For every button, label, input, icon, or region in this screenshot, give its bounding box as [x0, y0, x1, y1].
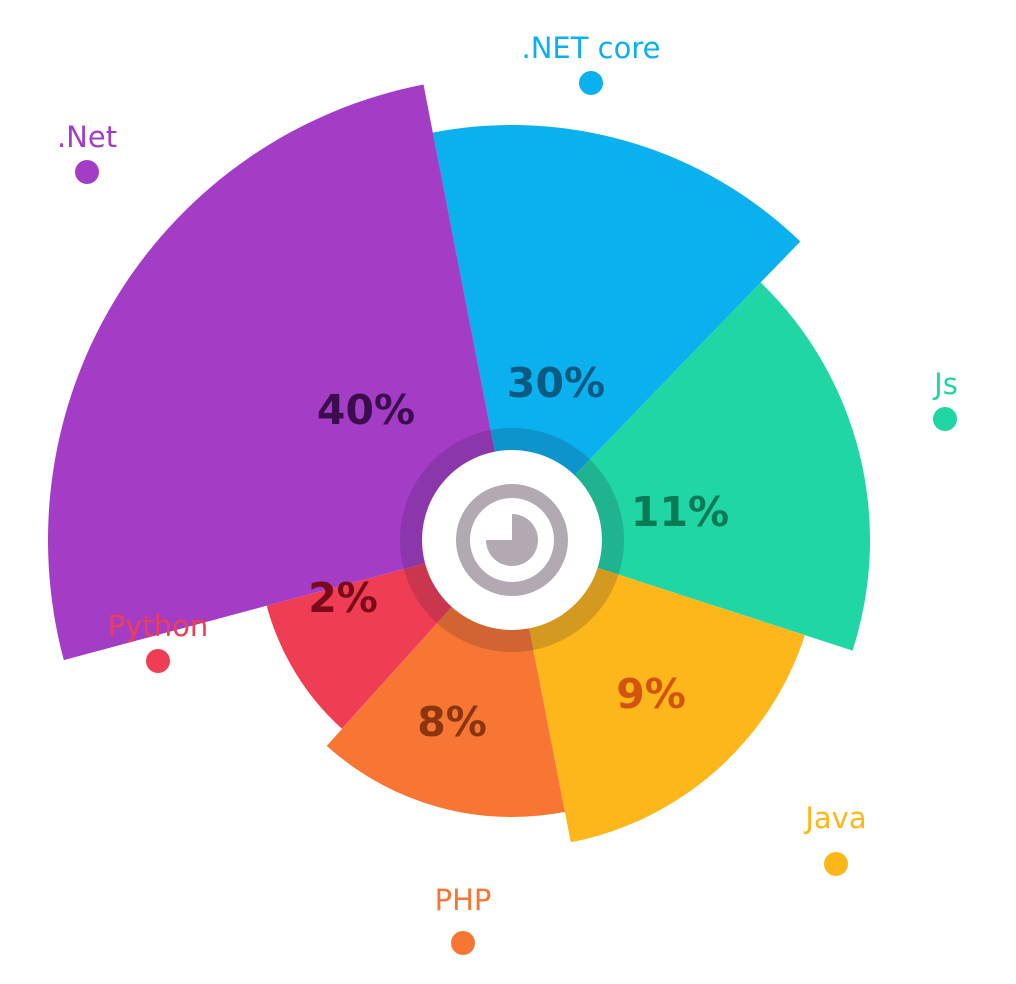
slice-net	[47, 84, 512, 661]
legend-dot-net	[75, 160, 99, 184]
value-label-python: 2%	[308, 574, 378, 622]
center-hub	[400, 428, 624, 652]
slice-js	[512, 282, 871, 651]
legend-label-java: Java	[803, 801, 866, 835]
value-label-java: 9%	[616, 670, 686, 718]
legend-label-net-core: .NET core	[522, 31, 661, 65]
legend-label-js: Js	[932, 367, 958, 401]
value-label-net: 40%	[317, 386, 415, 434]
pie-chart-icon	[456, 484, 568, 596]
legend-dot-python	[146, 649, 170, 673]
legend-label-php: PHP	[435, 883, 492, 917]
value-label-net-core: 30%	[507, 359, 605, 407]
slice-net-core	[432, 124, 801, 540]
value-labels: 30% 11% 9% 8% 2% 40%	[308, 359, 729, 746]
legend-label-net: .Net	[57, 120, 117, 154]
legend-dot-net-core	[579, 71, 603, 95]
legend-dot-js	[933, 407, 957, 431]
legend: .NET core Js Java PHP Python .Net	[57, 31, 958, 955]
value-label-php: 8%	[417, 698, 487, 746]
slice-java	[512, 540, 805, 843]
legend-label-python: Python	[108, 609, 209, 643]
value-label-js: 11%	[631, 488, 729, 536]
legend-dot-php	[451, 931, 475, 955]
legend-dot-java	[824, 852, 848, 876]
